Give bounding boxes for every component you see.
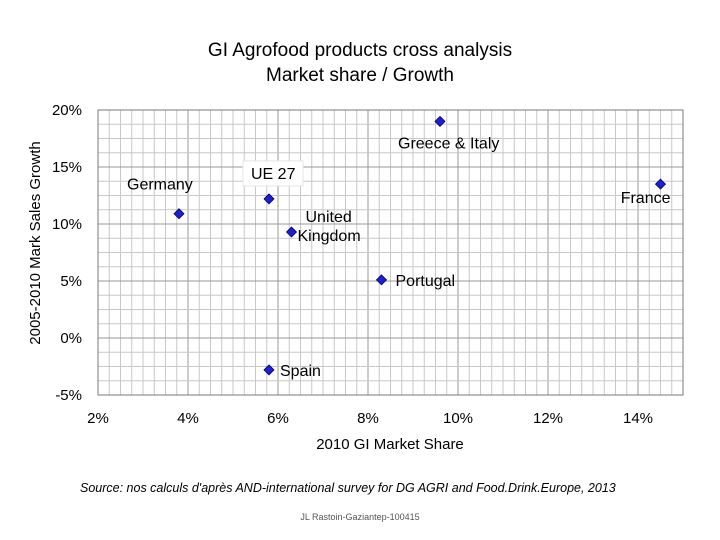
- point-label-line: Germany: [127, 177, 193, 194]
- chart-title: GI Agrofood products cross analysis Marke…: [208, 40, 512, 86]
- data-point-greece-italy: [434, 115, 446, 127]
- y-tick-label: -5%: [55, 387, 82, 404]
- point-label-germany: Germany: [127, 177, 193, 194]
- point-label-line: Greece & Italy: [398, 135, 499, 152]
- y-axis-title: 2005-2010 Mark Sales Growth: [27, 141, 44, 344]
- point-labels: Germany UE 27 United Kingdom Greece & Italy F…: [127, 135, 671, 380]
- footer-credit: JL Rastoin-Gaziantep-100415: [300, 512, 420, 522]
- x-tick-label: 2%: [87, 410, 109, 427]
- point-label-spain: Spain: [280, 363, 321, 380]
- point-label-united-kingdom: United Kingdom: [298, 209, 361, 245]
- point-label-portugal: Portugal: [396, 273, 456, 290]
- point-label-france: France: [621, 190, 671, 207]
- data-point-united-kingdom: [285, 226, 298, 238]
- x-tick-label: 10%: [443, 410, 473, 427]
- point-label-line: France: [621, 190, 671, 207]
- chart-title-line: GI Agrofood products cross analysis: [208, 40, 512, 61]
- x-tick-label: 12%: [533, 410, 563, 427]
- x-tick-label: 4%: [177, 410, 199, 427]
- source-note: Source: nos calculs d'après AND-internat…: [80, 481, 616, 495]
- x-axis-title: 2010 GI Market Share: [316, 436, 464, 453]
- point-label-ue-27: UE 27: [251, 166, 296, 183]
- point-label-line: Kingdom: [298, 228, 361, 245]
- y-tick-label: 15%: [52, 159, 82, 176]
- y-tick-label: 20%: [52, 102, 82, 119]
- data-point-spain: [263, 364, 275, 376]
- scatter-chart: GI Agrofood products cross analysis Marke…: [27, 40, 684, 453]
- point-label-line: Portugal: [396, 273, 456, 290]
- data-point-france: [654, 178, 667, 190]
- y-tick-label: 5%: [60, 273, 82, 290]
- y-tick-label: 0%: [60, 330, 82, 347]
- chart-title-line: Market share / Growth: [266, 65, 454, 86]
- label-box-ue-27: [242, 160, 304, 187]
- point-label-line: United: [306, 209, 352, 226]
- chart-grid: [97, 109, 684, 396]
- tick-labels: 2% 4% 6% 8% 10% 12% 14% -5% 0% 5% 10% 15% 20%: [52, 102, 653, 427]
- data-point-ue-27: [263, 193, 275, 205]
- data-point-germany: [173, 208, 185, 220]
- plot-area-border: [97, 109, 684, 396]
- data-points: [173, 115, 667, 376]
- data-point-portugal: [375, 274, 388, 286]
- chart-axes: [97, 109, 684, 396]
- y-tick-label: 10%: [52, 216, 82, 233]
- x-tick-label: 8%: [357, 410, 379, 427]
- point-label-line: UE 27: [251, 166, 296, 183]
- x-tick-label: 6%: [267, 410, 289, 427]
- point-label-line: Spain: [280, 363, 321, 380]
- point-label-greece-italy: Greece & Italy: [398, 135, 499, 152]
- x-tick-label: 14%: [623, 410, 653, 427]
